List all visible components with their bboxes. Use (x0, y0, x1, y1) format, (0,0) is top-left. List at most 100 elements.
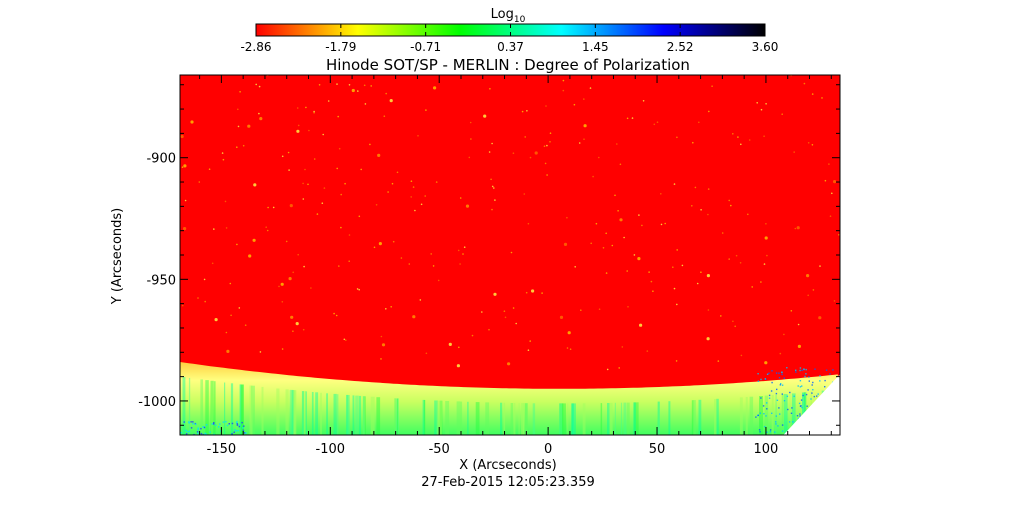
speckle (410, 196, 413, 198)
speckle (419, 299, 422, 301)
speckle (698, 121, 700, 124)
limb-streak (326, 393, 328, 435)
limb-streak (808, 380, 810, 382)
y-axis-label: Y (Arcseconds) (110, 208, 125, 305)
speckle (819, 265, 821, 267)
speckle (181, 166, 184, 168)
limb-streak (242, 429, 245, 432)
speckle (383, 115, 386, 117)
speckle (414, 209, 416, 212)
limb-streak (812, 381, 814, 384)
speckle (541, 292, 543, 294)
limb-streak (775, 421, 777, 423)
limb-streak (395, 398, 399, 435)
limb-streak (202, 426, 204, 428)
speckle (821, 97, 823, 99)
speckle (181, 304, 184, 307)
limb-streak (213, 433, 215, 435)
limb-streak (760, 397, 762, 399)
speckle (812, 289, 815, 291)
speckle (296, 107, 299, 109)
speckle (259, 117, 263, 121)
limb-streak (214, 424, 217, 426)
speckle (623, 236, 625, 239)
speckle (336, 167, 339, 170)
limb-streak (779, 384, 782, 386)
limb-streak (228, 423, 230, 425)
limb-streak (811, 392, 813, 394)
speckle (420, 203, 423, 206)
speckle (253, 183, 257, 187)
speckle (230, 314, 232, 317)
limb-streak (766, 431, 768, 433)
limb-streak (812, 389, 814, 391)
limb-streak (237, 429, 239, 432)
speckle (457, 249, 460, 252)
limb-streak (797, 385, 799, 387)
speckle (410, 180, 413, 182)
limb-streak (205, 424, 208, 426)
speckle (562, 79, 565, 82)
speckle (793, 151, 795, 153)
limb-streak (291, 390, 295, 435)
limb-streak (422, 399, 425, 435)
colorbar: Log10 -2.86 -1.79 -0.71 0.37 1.45 2.52 3.60 (240, 7, 778, 54)
speckle (351, 88, 355, 93)
speckle (462, 253, 464, 255)
speckle (435, 181, 438, 183)
limb-streak (214, 381, 216, 435)
speckle (385, 92, 388, 95)
speckle (494, 199, 496, 201)
limb-streak (293, 390, 296, 435)
speckle (531, 289, 535, 293)
limb-streak (783, 377, 785, 379)
speckle (432, 265, 435, 267)
speckle (524, 136, 526, 138)
limb-streak (766, 373, 769, 375)
speckle (456, 364, 460, 368)
speckle (527, 222, 530, 225)
limb-streak (791, 393, 796, 435)
speckle (348, 260, 351, 263)
limb-streak (180, 431, 182, 434)
limb-streak (183, 421, 185, 423)
speckle (515, 322, 517, 325)
limb-streak (799, 380, 802, 382)
limb-streak (204, 432, 206, 435)
speckle (673, 287, 676, 290)
speckle (735, 254, 738, 257)
speckle (425, 352, 428, 355)
limb-streak (778, 377, 781, 379)
limb-streak (786, 367, 788, 369)
speckle (204, 300, 206, 303)
speckle (236, 243, 238, 246)
limb-streak (791, 407, 793, 409)
x-tick-label: -100 (316, 442, 346, 457)
speckle (425, 109, 427, 111)
limb-streak (559, 403, 564, 435)
limb-streak (188, 430, 191, 433)
limb-streak (188, 377, 191, 435)
speckle (708, 110, 710, 113)
speckle (378, 242, 382, 246)
limb-streak (301, 391, 304, 435)
limb-streak (563, 403, 566, 435)
speckle (373, 246, 376, 249)
limb-streak (239, 424, 241, 426)
speckle (545, 105, 547, 107)
speckle (369, 143, 371, 146)
speckle (285, 240, 288, 243)
speckle (380, 358, 382, 360)
limb-streak (764, 426, 766, 428)
speckle (338, 147, 341, 150)
speckle (618, 367, 620, 369)
speckle (616, 143, 618, 145)
speckle (197, 297, 199, 299)
speckle (183, 227, 187, 231)
speckle (483, 114, 487, 118)
limb-streak (197, 427, 199, 429)
limb-streak (768, 372, 770, 374)
speckle (290, 315, 294, 319)
limb-streak (799, 369, 801, 372)
